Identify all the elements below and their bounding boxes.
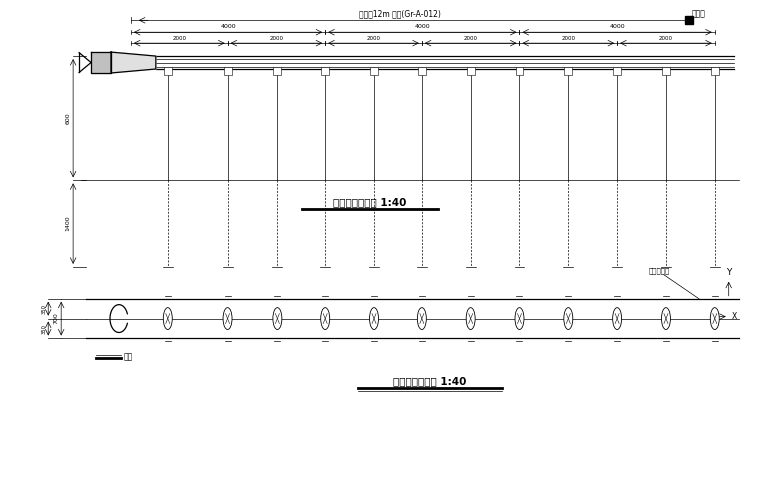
Text: 4000: 4000 [610,24,625,29]
Ellipse shape [321,308,330,330]
Text: 4000: 4000 [414,24,430,29]
Bar [418,67,426,75]
Bar [565,67,572,75]
Ellipse shape [369,308,378,330]
Text: 下游槽头平面图 1:40: 下游槽头平面图 1:40 [393,376,467,386]
Bar [274,67,281,75]
Bar [321,67,329,75]
Text: 下游槽12m 规格(Gr-A-012): 下游槽12m 规格(Gr-A-012) [359,9,441,19]
Text: 土路肩边缘: 土路肩边缘 [649,267,670,274]
Text: 2000: 2000 [659,36,673,40]
Ellipse shape [613,308,622,330]
Bar [613,67,621,75]
Bar [467,67,475,75]
Text: 1400: 1400 [65,216,70,231]
Text: 2000: 2000 [269,36,283,40]
Text: 桩距: 桩距 [124,353,133,362]
Ellipse shape [466,308,475,330]
Bar [662,67,670,75]
Text: 2000: 2000 [173,36,186,40]
Bar [164,67,172,75]
Polygon shape [91,52,111,73]
Text: 700: 700 [53,313,59,324]
Ellipse shape [661,308,670,330]
Ellipse shape [417,308,426,330]
Bar [223,67,232,75]
Text: 下游槽头立面图 1:40: 下游槽头立面图 1:40 [334,197,407,207]
Text: X: X [732,312,737,321]
Ellipse shape [515,308,524,330]
Ellipse shape [711,308,719,330]
Ellipse shape [564,308,573,330]
Polygon shape [111,52,156,73]
Text: 2000: 2000 [562,36,575,40]
Ellipse shape [223,308,232,330]
Polygon shape [685,16,693,24]
Bar [515,67,524,75]
Text: 标准段: 标准段 [692,9,706,19]
Ellipse shape [163,308,173,330]
Text: 350: 350 [41,303,46,314]
Bar [370,67,378,75]
Text: 2000: 2000 [464,36,478,40]
Text: 350: 350 [41,323,46,334]
Bar [711,67,719,75]
Text: 4000: 4000 [220,24,236,29]
Text: 600: 600 [65,112,70,124]
Text: 2000: 2000 [366,36,381,40]
Ellipse shape [273,308,282,330]
Text: Y: Y [726,268,731,277]
